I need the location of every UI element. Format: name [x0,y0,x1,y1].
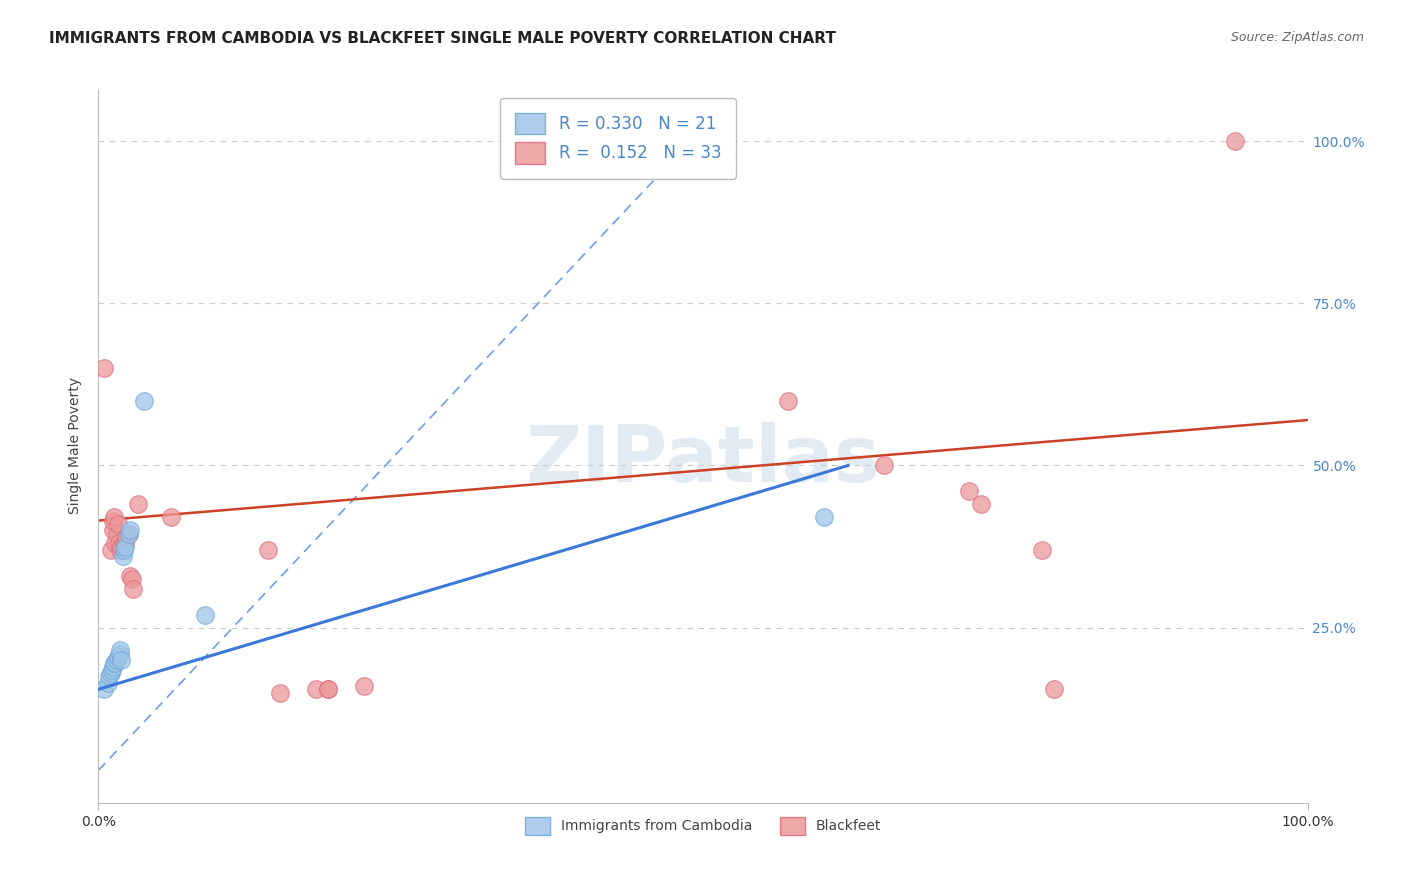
Point [112,536,135,550]
Point [103,510,125,524]
Point [118,526,141,541]
Text: Source: ZipAtlas.com: Source: ZipAtlas.com [1230,31,1364,45]
Point [1031,542,1053,557]
Point [108,647,131,661]
Point [813,510,835,524]
Point [100,663,122,677]
Point [110,540,132,554]
Point [118,568,141,582]
Point [115,530,138,544]
Point [104,536,127,550]
Text: ZIPatlas: ZIPatlas [526,422,880,499]
Y-axis label: Single Male Poverty: Single Male Poverty [69,377,83,515]
Point [107,516,129,531]
Point [1223,134,1246,148]
Point [104,657,127,671]
Legend: Immigrants from Cambodia, Blackfeet: Immigrants from Cambodia, Blackfeet [513,805,893,846]
Point [100,542,122,557]
Point [111,549,134,564]
Point [108,542,131,557]
Point [134,393,156,408]
Point [114,536,136,550]
Point [103,657,125,671]
Point [122,582,145,596]
Point [93,682,115,697]
Point [121,572,143,586]
Point [93,361,115,376]
Point [970,497,993,511]
Point [105,526,128,541]
Point [101,659,124,673]
Point [118,526,141,541]
Point [127,497,149,511]
Point [316,682,339,697]
Point [353,679,375,693]
Point [100,666,122,681]
Point [110,653,132,667]
Point [107,649,129,664]
Point [105,653,128,667]
Point [305,682,328,697]
Point [873,458,896,473]
Text: IMMIGRANTS FROM CAMBODIA VS BLACKFEET SINGLE MALE POVERTY CORRELATION CHART: IMMIGRANTS FROM CAMBODIA VS BLACKFEET SI… [49,31,837,46]
Point [108,643,131,657]
Point [112,542,135,557]
Point [1042,682,1064,697]
Point [256,542,278,557]
Point [114,540,136,554]
Point [269,685,291,699]
Point [97,675,120,690]
Point [776,393,799,408]
Point [957,484,980,499]
Point [118,524,141,538]
Point [101,514,124,528]
Point [108,536,131,550]
Point [98,669,121,683]
Point [194,607,217,622]
Point [316,682,339,697]
Point [101,524,124,538]
Point [160,510,183,524]
